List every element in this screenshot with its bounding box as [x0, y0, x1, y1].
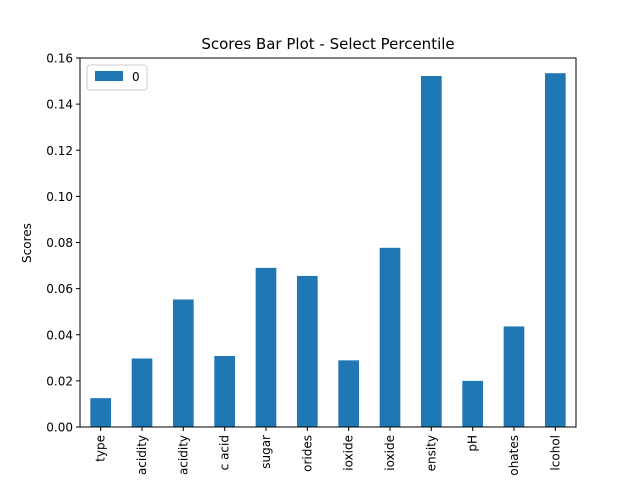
- y-axis-label: Scores: [20, 223, 34, 263]
- bar-2: [173, 299, 194, 427]
- x-tick-label-6: ioxide: [342, 435, 356, 471]
- legend: 0: [86, 64, 148, 91]
- chart-title: Scores Bar Plot - Select Percentile: [201, 35, 454, 53]
- x-axis: type acidity acidity c acid sugar orides ioxid…: [94, 427, 562, 476]
- y-tick-label-6: 0.12: [46, 144, 73, 158]
- bar-10: [503, 326, 525, 427]
- bar-8: [421, 75, 442, 428]
- plot-frame: [79, 57, 577, 428]
- x-tick-label-11: lcohol: [548, 435, 562, 471]
- x-tick-label-3: c acid: [218, 435, 232, 470]
- x-tick-label-2: acidity: [176, 435, 190, 475]
- y-tick-label-2: 0.04: [46, 328, 73, 342]
- x-tick-label-7: ioxide: [383, 435, 397, 471]
- y-tick-label-8: 0.16: [46, 52, 73, 66]
- bars-group: [90, 73, 566, 428]
- x-tick-label-0: type: [94, 435, 108, 462]
- y-tick-label-7: 0.14: [46, 98, 73, 112]
- y-tick-label-5: 0.10: [46, 190, 73, 204]
- y-axis: 0.00 0.02 0.04 0.06 0.08 0.10 0.12 0.14 0.16: [46, 52, 80, 435]
- bar-11: [545, 73, 566, 427]
- y-tick-label-1: 0.02: [46, 374, 73, 388]
- legend-swatch: [95, 71, 123, 81]
- bar-9: [462, 380, 483, 428]
- y-tick-label-0: 0.00: [46, 421, 73, 435]
- x-tick-label-5: orides: [300, 435, 314, 472]
- x-tick-label-8: ensity: [424, 435, 438, 471]
- y-tick-label-3: 0.06: [46, 282, 73, 296]
- x-tick-label-1: acidity: [135, 435, 149, 475]
- x-tick-label-10: ohates: [507, 435, 521, 476]
- bar-6: [338, 360, 359, 427]
- bar-1: [131, 358, 153, 427]
- bar-5: [297, 275, 318, 427]
- x-tick-label-4: sugar: [259, 435, 273, 469]
- bar-7: [379, 247, 401, 427]
- bar-4: [255, 267, 277, 427]
- bar-0: [90, 398, 111, 427]
- x-tick-label-9: pH: [466, 435, 480, 452]
- y-tick-label-4: 0.08: [46, 236, 73, 250]
- bar-3: [214, 355, 235, 427]
- legend-label: 0: [132, 70, 140, 84]
